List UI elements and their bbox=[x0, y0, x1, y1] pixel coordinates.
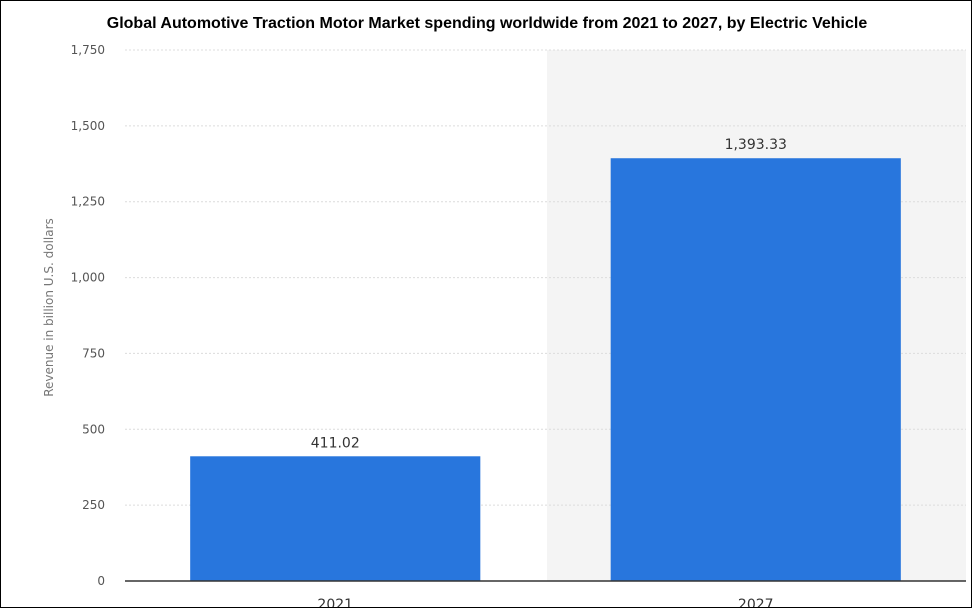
y-tick-label: 250 bbox=[82, 498, 105, 512]
bar-2021 bbox=[190, 456, 481, 581]
x-tick-label-2027: 2027 bbox=[738, 597, 774, 608]
bar-2027 bbox=[610, 158, 901, 581]
y-tick-label: 500 bbox=[82, 422, 105, 436]
data-label-2021: 411.02 bbox=[311, 435, 360, 451]
chart-title: Global Automotive Traction Motor Market … bbox=[106, 15, 868, 32]
y-tick-label: 750 bbox=[82, 346, 105, 360]
data-label-2027: 1,393.33 bbox=[725, 137, 787, 153]
y-tick-label: 1,000 bbox=[71, 271, 105, 285]
y-tick-label: 0 bbox=[97, 574, 105, 588]
x-tick-label-2021: 2021 bbox=[317, 597, 353, 608]
data-labels: 411.02 1,393.33 bbox=[311, 137, 787, 451]
x-axis-ticks: 2021 2027 bbox=[317, 597, 774, 608]
y-tick-label: 1,750 bbox=[71, 43, 105, 57]
bars bbox=[190, 158, 901, 581]
y-tick-label: 1,250 bbox=[71, 195, 105, 209]
y-axis-ticks: 0 250 500 750 1,000 1,250 1,500 1,750 bbox=[71, 43, 105, 588]
y-tick-label: 1,500 bbox=[71, 119, 105, 133]
y-axis-title: Revenue in billion U.S. dollars bbox=[42, 218, 56, 397]
